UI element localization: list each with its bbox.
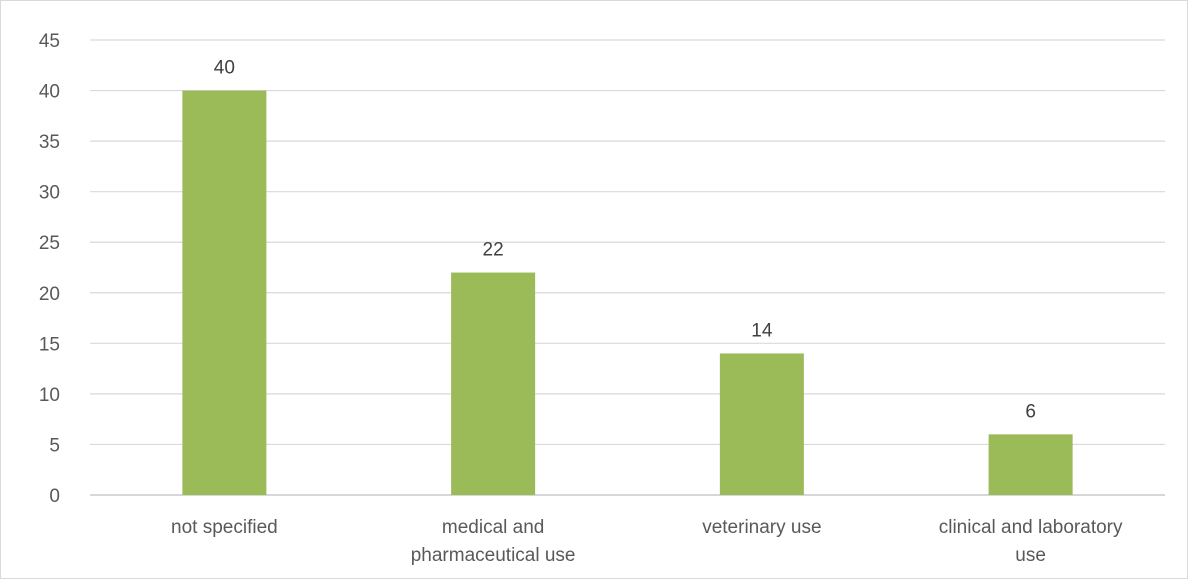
data-labels: 40 22 14 6 bbox=[214, 58, 1036, 423]
x-category-label: pharmaceutical use bbox=[411, 545, 576, 566]
bar bbox=[182, 90, 267, 496]
gridlines bbox=[90, 39, 1165, 496]
data-label: 22 bbox=[483, 240, 504, 261]
bar bbox=[988, 434, 1073, 495]
y-tick-label: 0 bbox=[49, 486, 60, 507]
data-label: 40 bbox=[214, 58, 235, 79]
bar bbox=[451, 272, 536, 495]
x-category-label: veterinary use bbox=[702, 517, 821, 538]
y-tick-label: 40 bbox=[39, 82, 60, 103]
x-category-label: clinical and laboratory bbox=[939, 517, 1123, 538]
y-tick-label: 25 bbox=[39, 233, 60, 254]
y-axis-ticks: 0 5 10 15 20 25 30 35 40 45 bbox=[39, 31, 60, 507]
y-tick-label: 30 bbox=[39, 183, 60, 204]
y-tick-label: 10 bbox=[39, 385, 60, 406]
x-category-label: not specified bbox=[171, 517, 278, 538]
data-label: 6 bbox=[1025, 401, 1036, 422]
y-tick-label: 20 bbox=[39, 284, 60, 305]
x-category-label: medical and bbox=[442, 517, 544, 538]
bar bbox=[719, 353, 804, 495]
bars bbox=[182, 90, 1073, 496]
data-label: 14 bbox=[751, 320, 773, 341]
x-category-label: use bbox=[1015, 545, 1046, 566]
y-tick-label: 45 bbox=[39, 31, 60, 52]
y-tick-label: 15 bbox=[39, 334, 60, 355]
x-axis-categories: not specified medical and pharmaceutical u… bbox=[171, 517, 1123, 566]
y-tick-label: 5 bbox=[49, 435, 60, 456]
y-tick-label: 35 bbox=[39, 132, 60, 153]
